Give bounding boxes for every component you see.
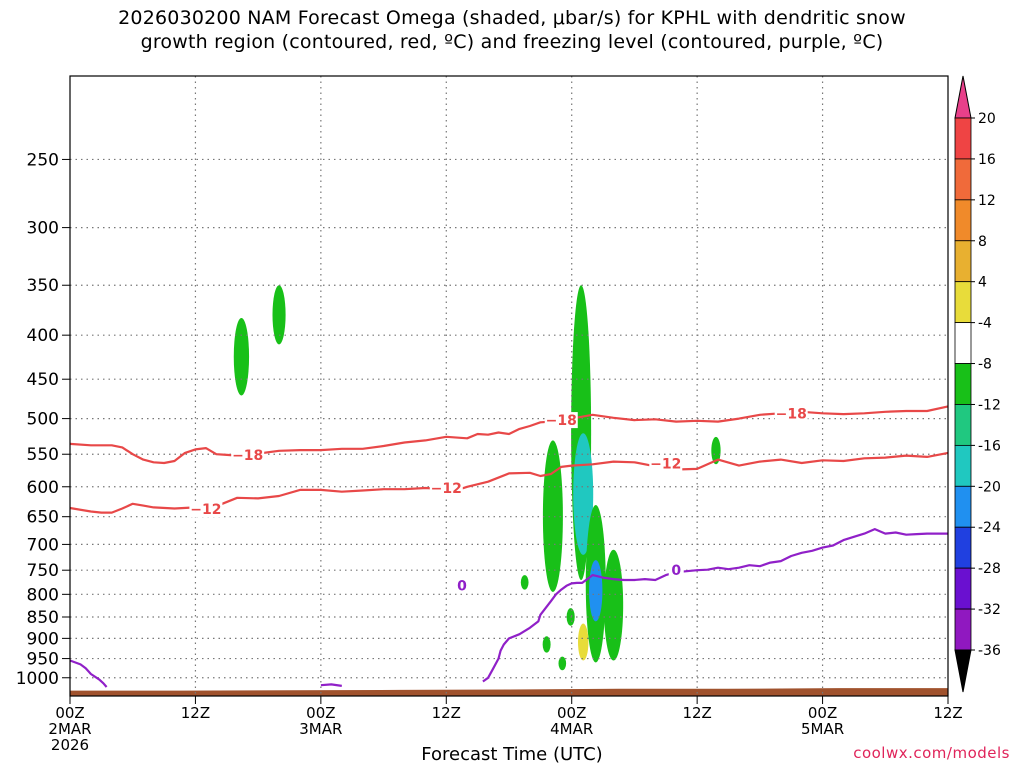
contour-label-background [231,446,265,463]
y-tick-label: 250 [27,150,59,170]
colorbar-label: -20 [978,479,1001,495]
surface-terrain [70,688,948,696]
contour-label: 0 [457,578,467,594]
colorbar-label: 12 [978,193,996,209]
y-tick-label: 350 [27,276,59,296]
contour-label-background [544,412,578,429]
colorbar-segment [954,158,972,201]
y-tick-label: 600 [27,478,59,498]
omega-blob [272,285,286,345]
colorbar-segment [954,199,972,242]
colorbar-label: -24 [978,520,1001,536]
plot-border [69,75,949,697]
x-tick-label: 00Z [306,704,335,722]
contour-label-background [649,455,683,472]
chart-title-line-1: 2026030200 NAM Forecast Omega (shaded, μ… [118,7,906,29]
colorbar-label: -32 [978,602,1001,618]
x-tick-label: 12Z [432,704,461,722]
credit-link[interactable]: coolwx.com/models [853,744,1010,762]
x-tick-label: 00Z [808,704,837,722]
y-tick-label: 400 [27,326,59,346]
contour-label: −18 [776,406,807,422]
y-tick-label: 550 [27,445,59,465]
colorbar-label: -4 [978,316,992,332]
colorbar-segment [954,322,972,364]
contour-line [69,451,949,514]
colorbar-label: 20 [978,111,996,127]
colorbar-segment [954,567,972,610]
chart-title: 2026030200 NAM Forecast Omega (shaded, μ… [0,6,1024,54]
chart-title-line-2: growth region (contoured, red, ºC) and f… [140,31,884,53]
x-tick-label: 2026 [51,736,89,754]
colorbar-segment [954,281,972,324]
omega-blob [577,623,589,661]
y-tick-label: 800 [27,585,59,605]
contour-label-background [429,480,463,497]
omega-blob [558,656,567,671]
colorbar-label: -8 [978,357,992,373]
contour-label: −18 [232,448,263,464]
contour-label: −12 [650,457,681,473]
y-tick-label: 750 [27,561,59,581]
colorbar-segment [954,404,972,446]
colorbar-label: 4 [978,275,987,291]
colorbar-segment [954,240,972,283]
colorbar-segment [954,444,972,487]
x-tick-label: 12Z [933,704,962,722]
colorbar-segment [954,363,972,405]
omega-blob [542,440,563,592]
contour-label: −12 [431,481,462,497]
omega-blob [542,636,551,653]
colorbar-top-arrow [954,75,972,119]
colorbar-label: -12 [978,397,1001,413]
x-axis-label: Forecast Time (UTC) [421,744,603,765]
x-tick-label: 00Z [557,704,586,722]
omega-blob [520,575,529,590]
contour-label: −18 [546,413,577,429]
contour-label-background [668,562,684,579]
contour-label: 0 [671,563,681,579]
omega-blob [589,560,603,622]
y-tick-label: 850 [27,608,59,628]
omega-blob [603,549,624,661]
colorbar-bottom-arrow [954,649,972,693]
colorbar-segment [954,608,972,651]
colorbar-segment [954,526,972,569]
x-tick-label: 4MAR [550,720,593,738]
omega-blob [711,436,721,465]
x-tick-label: 12Z [682,704,711,722]
colorbar-label: 8 [978,234,987,250]
x-tick-label: 3MAR [299,720,342,738]
x-tick-label: 5MAR [801,720,844,738]
y-tick-label: 500 [27,410,59,430]
x-tick-label: 2MAR [48,720,91,738]
colorbar-label: -16 [978,438,1001,454]
colorbar-segment [954,485,972,528]
colorbar-segment [954,117,972,160]
colorbar-label: 16 [978,152,996,168]
y-tick-label: 950 [27,650,59,670]
contour-label-background [774,405,808,422]
contour-label-background [454,577,470,594]
y-tick-label: 450 [27,370,59,390]
y-tick-label: 700 [27,535,59,555]
contour-line [69,405,949,465]
y-tick-label: 1000 [16,669,59,689]
colorbar-label: -28 [978,561,1001,577]
y-tick-label: 650 [27,508,59,528]
y-tick-label: 300 [27,219,59,239]
plot-area [70,76,948,696]
colorbar-label: -36 [978,643,1001,659]
contour-label-background [189,501,223,518]
x-tick-label: 12Z [181,704,210,722]
x-tick-label: 00Z [55,704,84,722]
y-tick-label: 900 [27,629,59,649]
omega-blob [233,317,250,396]
contour-label: −12 [190,502,221,518]
